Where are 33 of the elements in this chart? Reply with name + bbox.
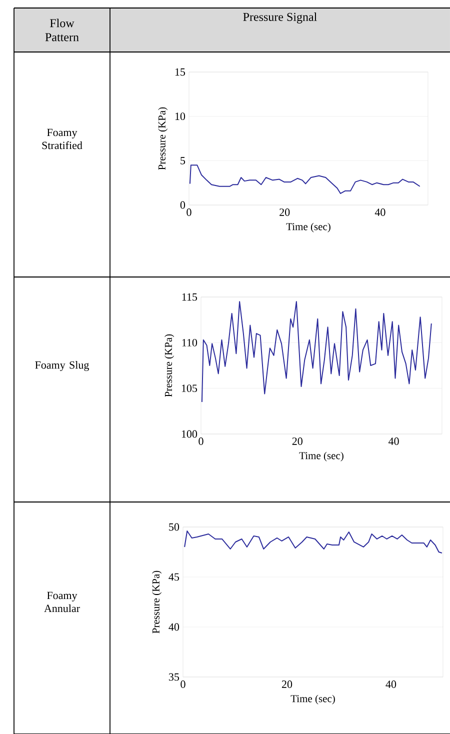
x-tick-label: 20 (282, 680, 292, 688)
x-axis-title: Time (sec) (286, 222, 330, 232)
text: Flow Pattern (45, 18, 79, 42)
y-tick-label: 105 (182, 384, 198, 392)
x-tick-label: 20 (280, 208, 290, 216)
x-tick-label: 40 (388, 438, 399, 445)
text: Foamy Slug (35, 361, 89, 371)
y-tick-label: 50 (169, 523, 180, 531)
y-tick-label: 45 (168, 573, 180, 581)
y-tick-label: 0 (180, 201, 186, 209)
y-tick-label: 40 (168, 623, 180, 631)
y-tick-label: 110 (182, 338, 198, 346)
text: Foamy Annular (44, 592, 80, 612)
text: Pressure Signal (243, 12, 317, 24)
x-tick-label: 40 (374, 208, 386, 216)
x-axis-title: Time (sec) (290, 694, 335, 704)
y-tick-label: 35 (168, 673, 180, 681)
y-axis-title: Pressure (KPa) (152, 570, 162, 634)
line-series (184, 530, 442, 554)
x-tick-label: 0 (198, 438, 204, 445)
line-series (189, 164, 420, 194)
x-tick-label: 20 (292, 438, 302, 445)
y-tick-label: 10 (175, 112, 186, 120)
y-tick-label: 100 (182, 430, 198, 438)
y-axis-title: Pressure (KPa) (158, 107, 168, 170)
text: Foamy Stratified (42, 128, 82, 150)
y-tick-label: 15 (175, 68, 186, 76)
line-series (201, 301, 432, 403)
y-axis-title: Pressure (KPa) (164, 334, 174, 397)
x-axis-title: Time (sec) (299, 452, 344, 462)
y-tick-label: 5 (180, 157, 186, 164)
x-tick-label: 40 (386, 680, 396, 688)
y-tick-label: 115 (182, 293, 198, 301)
